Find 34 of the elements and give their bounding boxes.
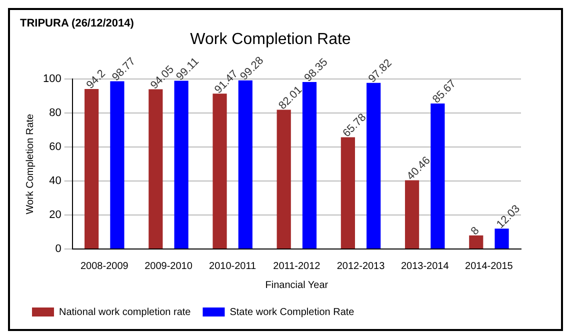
legend-label: State work Completion Rate	[230, 306, 355, 318]
y-tick-label: 80	[49, 107, 62, 120]
y-tick-label: 20	[49, 209, 62, 222]
bar	[469, 235, 484, 248]
y-tick-label: 40	[49, 175, 62, 188]
bar	[302, 82, 317, 248]
bar	[212, 94, 227, 248]
x-tick-label: 2014-2015	[465, 260, 514, 272]
bar	[174, 80, 188, 248]
bar	[84, 89, 99, 248]
x-tick-label: 2008-2009	[80, 260, 129, 272]
x-tick-label: 2009-2010	[144, 260, 193, 272]
bar	[238, 80, 252, 248]
y-tick-label: 0	[55, 243, 62, 256]
y-axis-title: Work Completion Rate	[24, 113, 36, 214]
bar	[340, 137, 355, 248]
data-label: 8	[468, 224, 482, 238]
x-tick-label: 2011-2012	[273, 260, 321, 272]
x-tick-label: 2012-2013	[336, 260, 386, 272]
x-tick-label: 2013-2014	[400, 260, 450, 272]
bar	[276, 110, 291, 248]
x-axis-title: Financial Year	[265, 280, 329, 291]
bar	[494, 228, 509, 248]
legend-label: National work completion rate	[59, 306, 192, 318]
bar	[430, 104, 445, 248]
bar	[404, 180, 420, 248]
y-tick-label: 60	[49, 141, 62, 154]
bar	[110, 81, 124, 248]
x-tick-label: 2010-2011	[209, 260, 257, 272]
chart-title: Work Completion Rate	[190, 31, 351, 48]
bar	[366, 82, 381, 248]
bar	[148, 89, 163, 248]
text: TRIPURA (26/12/2014)	[20, 18, 134, 30]
y-tick-label: 100	[42, 73, 62, 86]
